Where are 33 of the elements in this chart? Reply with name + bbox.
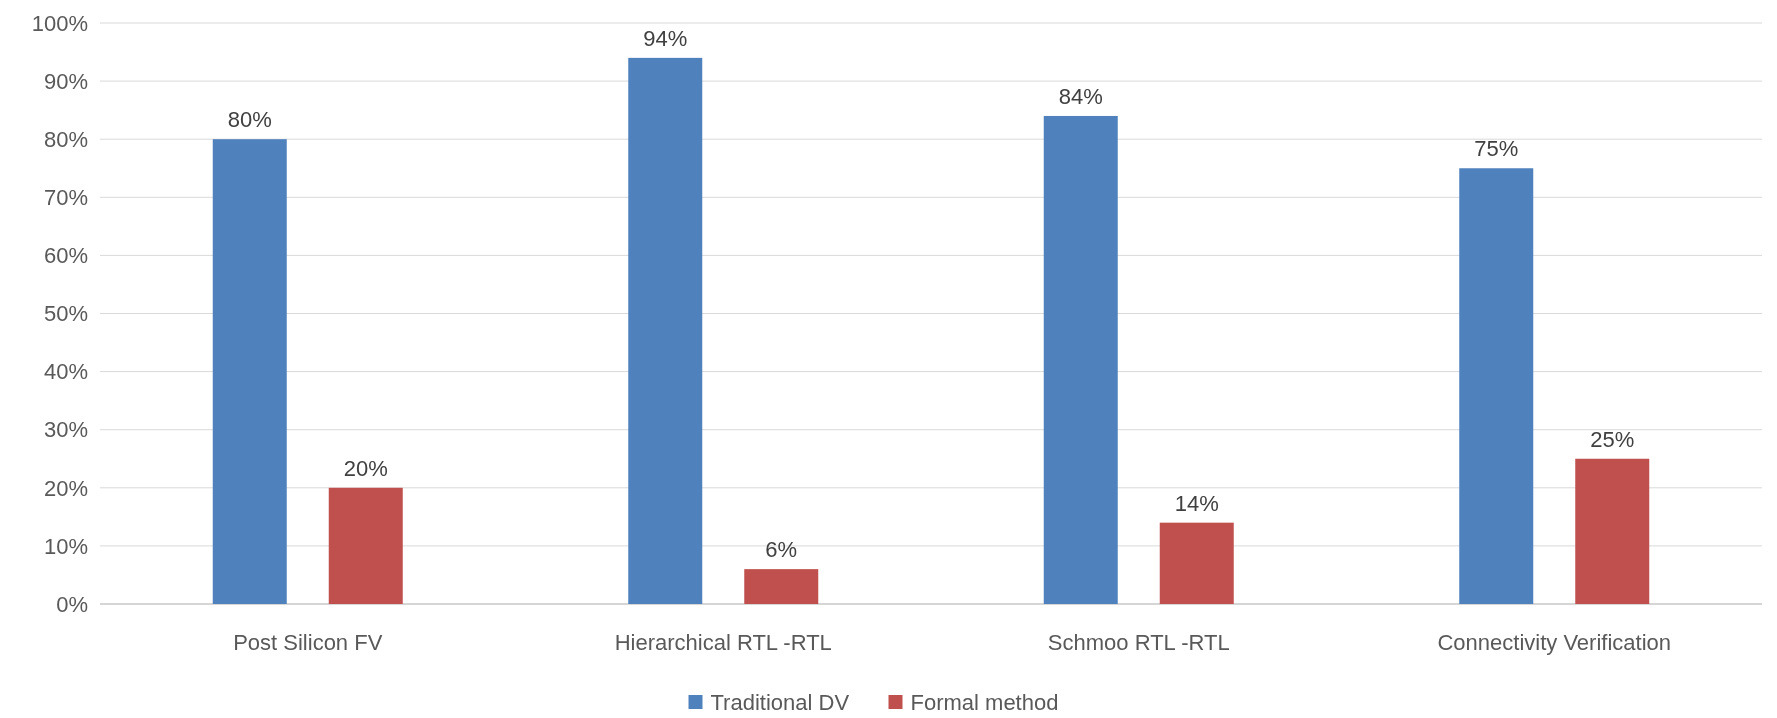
y-tick-label: 20% bbox=[43, 475, 88, 501]
y-tick-label: 60% bbox=[43, 243, 88, 269]
y-tick-label: 50% bbox=[43, 301, 88, 327]
data-label: 94% bbox=[643, 25, 688, 51]
y-tick-label: 70% bbox=[43, 185, 88, 210]
data-label: 6% bbox=[765, 537, 798, 563]
bar bbox=[744, 569, 819, 604]
data-label: 80% bbox=[227, 107, 272, 133]
bar bbox=[1575, 458, 1650, 604]
y-tick-label: 100% bbox=[31, 10, 88, 36]
x-tick-label: Hierarchical RTL -RTL bbox=[614, 630, 832, 655]
bar bbox=[328, 487, 403, 604]
y-tick-label: 40% bbox=[43, 359, 88, 385]
legend-label: Traditional DV bbox=[710, 689, 850, 715]
data-label: 84% bbox=[1058, 83, 1103, 109]
bar bbox=[212, 139, 287, 604]
bar bbox=[1043, 115, 1118, 604]
x-tick-label: Schmoo RTL -RTL bbox=[1047, 630, 1230, 655]
x-tick-label: Post Silicon FV bbox=[233, 630, 383, 655]
data-label: 14% bbox=[1174, 490, 1219, 516]
data-label: 25% bbox=[1590, 426, 1635, 452]
bar bbox=[628, 57, 703, 604]
bar bbox=[1459, 168, 1534, 604]
y-tick-label: 80% bbox=[43, 126, 88, 152]
y-tick-label: 10% bbox=[43, 533, 88, 559]
x-tick-label: Connectivity Verification bbox=[1437, 630, 1672, 655]
y-tick-label: 90% bbox=[43, 68, 88, 94]
bar bbox=[1159, 522, 1234, 604]
data-label: 75% bbox=[1474, 136, 1519, 162]
y-tick-label: 0% bbox=[56, 591, 88, 617]
y-tick-label: 30% bbox=[43, 417, 88, 443]
data-label: 20% bbox=[343, 455, 388, 481]
legend-label: Formal method bbox=[910, 689, 1059, 715]
